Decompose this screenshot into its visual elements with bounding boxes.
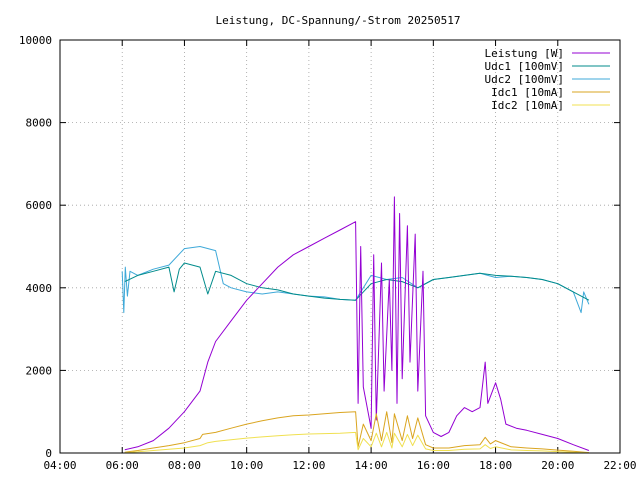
x-tick-label: 12:00 xyxy=(292,459,325,472)
y-tick-label: 2000 xyxy=(26,364,53,377)
series-line-4 xyxy=(124,431,589,454)
x-tick-label: 08:00 xyxy=(168,459,201,472)
axis-ticks: 04:00 06:00 08:00 10:00 12:00 14:00 16:00 18:00… xyxy=(19,34,637,472)
legend-label: Udc2 [100mV] xyxy=(485,73,564,86)
series-line-2 xyxy=(121,246,590,314)
series-line-0 xyxy=(124,196,590,451)
x-tick-label: 14:00 xyxy=(355,459,388,472)
series-line-1 xyxy=(124,262,590,301)
series-line-3 xyxy=(124,411,589,454)
chart-title: Leistung, DC-Spannung/-Strom 20250517 xyxy=(215,14,460,27)
legend-label: Idc2 [10mA] xyxy=(491,99,564,112)
legend-label: Idc1 [10mA] xyxy=(491,86,564,99)
x-tick-label: 18:00 xyxy=(479,459,512,472)
x-tick-label: 04:00 xyxy=(43,459,76,472)
x-tick-label: 20:00 xyxy=(541,459,574,472)
y-tick-label: 0 xyxy=(45,447,52,460)
x-tick-label: 22:00 xyxy=(603,459,636,472)
y-tick-label: 8000 xyxy=(26,117,53,130)
plot-frame xyxy=(59,39,621,454)
legend-label: Leistung [W] xyxy=(485,47,564,60)
legend-label: Udc1 [100mV] xyxy=(485,60,564,73)
y-tick-label: 6000 xyxy=(26,199,53,212)
legend: Leistung [W]Udc1 [100mV]Udc2 [100mV]Idc1… xyxy=(485,47,610,112)
x-tick-label: 10:00 xyxy=(230,459,263,472)
y-tick-label: 4000 xyxy=(26,282,53,295)
x-tick-label: 06:00 xyxy=(106,459,139,472)
series-lines xyxy=(121,196,590,454)
y-tick-label: 10000 xyxy=(19,34,52,47)
x-tick-label: 16:00 xyxy=(417,459,450,472)
